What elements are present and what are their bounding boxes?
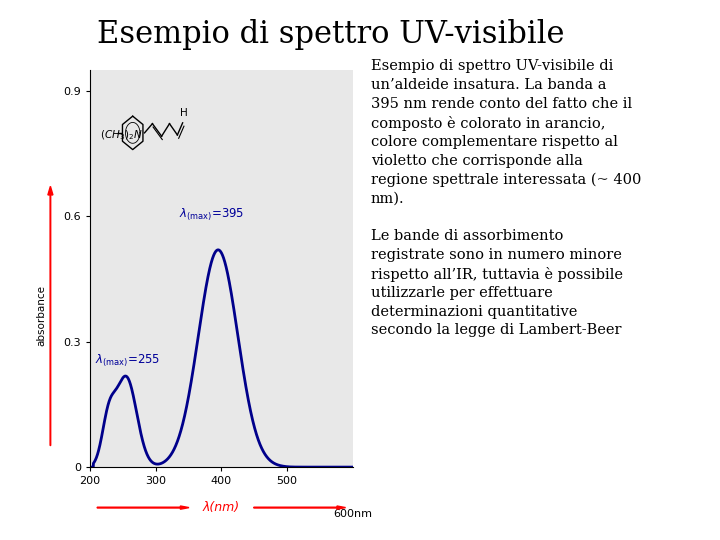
Text: Esempio di spettro UV-visibile: Esempio di spettro UV-visibile [97,19,565,50]
Text: H: H [180,108,188,118]
Text: $(CH_3)_2N$: $(CH_3)_2N$ [100,128,143,142]
Text: absorbance: absorbance [37,286,47,346]
Text: λ(nm): λ(nm) [203,501,240,514]
Text: $\lambda_{\mathsf{(max)}}$=395: $\lambda_{\mathsf{(max)}}$=395 [179,206,244,222]
Text: Esempio di spettro UV-visibile di
un’aldeide insatura. La banda a
395 nm rende c: Esempio di spettro UV-visibile di un’ald… [371,59,642,338]
Text: $\lambda_{\mathsf{(max)}}$=255: $\lambda_{\mathsf{(max)}}$=255 [94,353,160,369]
Text: 600nm: 600nm [333,509,372,519]
